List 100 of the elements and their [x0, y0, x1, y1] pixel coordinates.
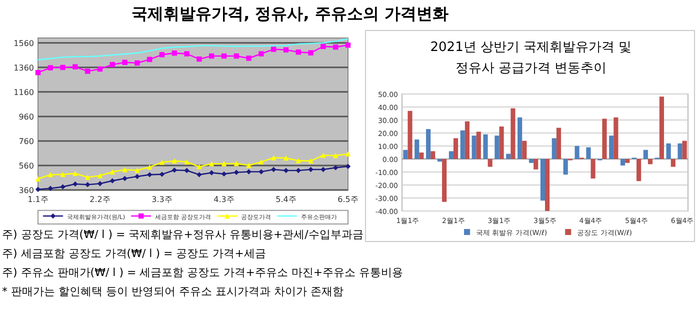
bar [414, 140, 420, 159]
bar [419, 152, 424, 159]
point [48, 186, 53, 192]
text: 주) 주유소 판매가(₩/ l ) = 세금포함 공장도 가격+주유소 마진+주유소 유통비용 [2, 265, 404, 281]
point [196, 56, 202, 62]
point [172, 168, 177, 173]
point [296, 49, 301, 55]
bar [518, 117, 522, 159]
point [258, 51, 264, 56]
point [122, 60, 128, 65]
bar [643, 150, 648, 159]
text: 주) 공장도 가격(₩/ l ) = 국제휘발유+정유사 유통비용+관세/수입부과금 [2, 227, 364, 243]
point [271, 155, 276, 160]
x-tick-label: 2.2주 [90, 195, 110, 204]
point [333, 44, 338, 50]
point [134, 60, 140, 66]
point [35, 70, 41, 76]
point [48, 172, 53, 178]
point [196, 172, 202, 178]
point [85, 174, 90, 180]
y-tick-label: 1560 [14, 38, 34, 48]
text: * 판매가는 할인혜택 등이 반영되어 주유소 표시가격과 차이가 존재함 [2, 284, 344, 300]
bar [506, 154, 511, 159]
chart-title: 국제휘발유가격, 정유사, 주유소의 가격변화 [130, 4, 450, 25]
point [172, 158, 177, 164]
x-tick-label: 4.3주 [214, 195, 234, 204]
bar [464, 121, 470, 159]
point [221, 161, 227, 166]
point [271, 46, 276, 52]
line-series [37, 38, 349, 60]
point [147, 56, 152, 62]
point [110, 178, 115, 184]
point [72, 170, 78, 176]
point [85, 68, 90, 74]
y-tick-label: 560 [18, 161, 34, 170]
bar [499, 126, 504, 159]
point [60, 184, 66, 190]
bar [586, 147, 591, 159]
bar [556, 128, 562, 159]
bar [636, 159, 642, 182]
bar [494, 136, 500, 159]
bar [659, 96, 664, 159]
point [110, 169, 115, 174]
point [97, 181, 103, 186]
bar [540, 159, 545, 201]
bar [666, 143, 671, 159]
bar [510, 108, 516, 159]
bar [670, 159, 676, 167]
point [221, 171, 227, 177]
y-tick-label: 1360 [14, 63, 34, 72]
point [48, 65, 53, 70]
point [320, 44, 326, 50]
point [184, 51, 190, 56]
point [209, 53, 214, 59]
point [345, 164, 351, 169]
point [97, 173, 103, 178]
point [134, 168, 140, 173]
point [85, 182, 90, 188]
bar [522, 140, 527, 159]
point [60, 64, 66, 70]
bar [552, 138, 556, 159]
point [258, 159, 264, 165]
point [283, 47, 289, 52]
bar [453, 138, 458, 159]
point [35, 176, 41, 182]
point [221, 53, 227, 59]
point [196, 164, 202, 170]
point [333, 165, 338, 170]
point [283, 155, 289, 161]
point [246, 162, 252, 168]
point [147, 164, 152, 170]
y-tick-label: 360 [18, 186, 34, 195]
bar [620, 159, 626, 166]
text: 주) 세금포함 공장도 가격(₩/ l ) = 공장도 가격+세금 [2, 246, 266, 262]
point [97, 66, 103, 72]
point [258, 169, 264, 174]
bar [625, 159, 630, 163]
bar [590, 159, 596, 178]
point [308, 158, 314, 164]
x-tick-label: 5.4주 [276, 195, 296, 204]
bar [488, 159, 492, 167]
point [345, 151, 351, 157]
point [333, 152, 338, 158]
point [209, 161, 214, 166]
x-tick-label: 6.5주 [338, 195, 358, 204]
point [147, 172, 152, 178]
bar [403, 150, 408, 159]
bar [448, 151, 454, 159]
point [308, 166, 314, 172]
point [234, 53, 239, 59]
point [35, 186, 41, 192]
point [184, 168, 190, 174]
point [308, 50, 314, 56]
bar [534, 159, 538, 170]
y-tick-label: 1160 [14, 88, 34, 97]
bar [483, 134, 488, 159]
bar [678, 143, 682, 159]
point [172, 50, 177, 56]
point [60, 172, 66, 178]
bar [563, 159, 568, 175]
